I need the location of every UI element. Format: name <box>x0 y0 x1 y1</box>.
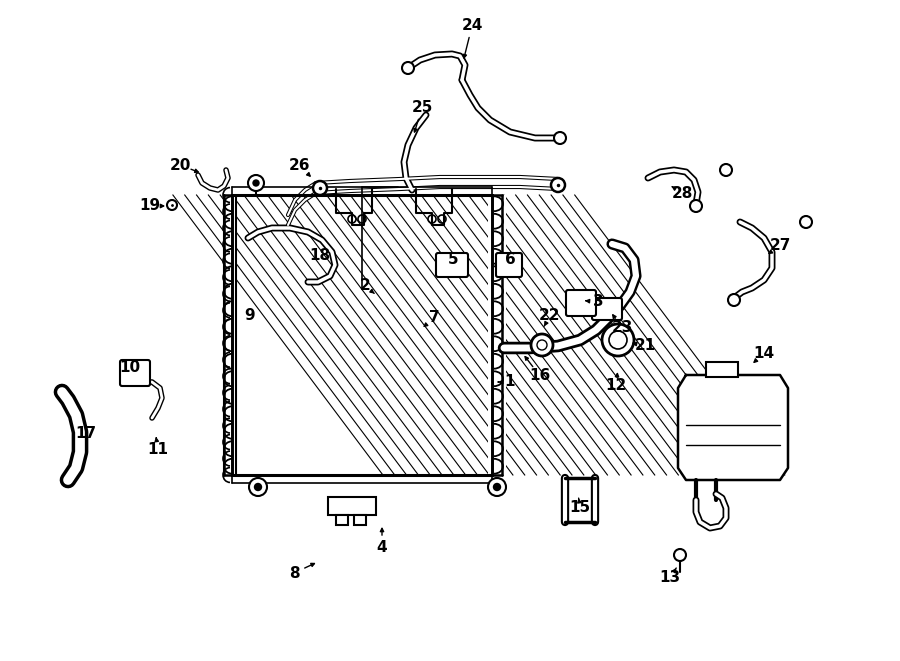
FancyBboxPatch shape <box>566 290 596 316</box>
Text: 15: 15 <box>570 500 590 514</box>
Circle shape <box>554 132 566 144</box>
Bar <box>232 195 492 475</box>
Circle shape <box>402 62 414 74</box>
Circle shape <box>531 334 553 356</box>
Text: 10: 10 <box>120 360 140 375</box>
Circle shape <box>167 200 177 210</box>
Text: 6: 6 <box>505 253 516 268</box>
Text: 5: 5 <box>447 253 458 268</box>
Circle shape <box>720 164 732 176</box>
Text: 17: 17 <box>76 426 96 442</box>
Text: 8: 8 <box>289 566 300 580</box>
Text: 28: 28 <box>671 186 693 200</box>
Bar <box>354 515 366 525</box>
Text: 26: 26 <box>289 159 310 173</box>
Text: 24: 24 <box>462 19 482 34</box>
Text: 13: 13 <box>660 570 680 586</box>
Bar <box>706 362 738 377</box>
Text: 25: 25 <box>411 100 433 116</box>
Text: 2: 2 <box>360 278 371 293</box>
Text: 4: 4 <box>377 539 387 555</box>
Circle shape <box>537 340 547 350</box>
Circle shape <box>602 324 634 356</box>
Text: 1: 1 <box>505 375 515 389</box>
Circle shape <box>609 331 627 349</box>
Text: 23: 23 <box>611 321 633 336</box>
Circle shape <box>690 200 702 212</box>
Text: 18: 18 <box>310 249 330 264</box>
Text: 3: 3 <box>593 295 603 309</box>
Text: 7: 7 <box>428 311 439 325</box>
Text: 19: 19 <box>140 198 160 214</box>
Circle shape <box>493 483 500 490</box>
Circle shape <box>800 216 812 228</box>
Bar <box>328 497 376 515</box>
FancyBboxPatch shape <box>436 253 468 277</box>
Circle shape <box>249 478 267 496</box>
Text: 16: 16 <box>529 368 551 383</box>
Text: 11: 11 <box>148 442 168 457</box>
FancyBboxPatch shape <box>496 253 522 277</box>
Bar <box>223 195 237 475</box>
Text: 14: 14 <box>753 346 775 360</box>
Polygon shape <box>678 375 788 480</box>
Circle shape <box>728 294 740 306</box>
FancyBboxPatch shape <box>120 360 150 386</box>
Circle shape <box>674 549 686 561</box>
Circle shape <box>253 180 259 186</box>
Text: 12: 12 <box>606 379 626 393</box>
Circle shape <box>255 483 262 490</box>
Circle shape <box>488 478 506 496</box>
Bar <box>232 195 492 475</box>
Text: 22: 22 <box>539 309 561 323</box>
Text: 27: 27 <box>770 239 791 254</box>
Bar <box>336 515 348 525</box>
Circle shape <box>551 178 565 192</box>
Text: 20: 20 <box>169 157 191 173</box>
Text: 21: 21 <box>634 338 655 354</box>
Text: 9: 9 <box>245 309 256 323</box>
Circle shape <box>313 181 327 195</box>
FancyBboxPatch shape <box>592 298 622 320</box>
Circle shape <box>248 175 264 191</box>
Bar <box>488 195 506 475</box>
